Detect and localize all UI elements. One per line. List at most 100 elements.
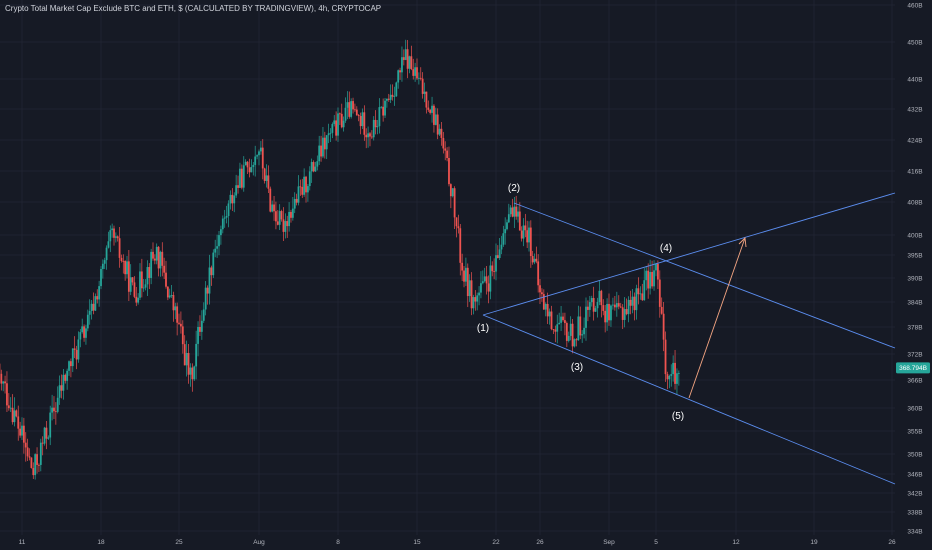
candle-body [511, 207, 514, 217]
candle-body [4, 381, 6, 384]
candle-body [376, 126, 379, 128]
candle-body [200, 320, 203, 332]
candle-body [86, 314, 89, 329]
candle-body [610, 305, 612, 321]
candle-body [258, 151, 260, 156]
trendline-upper-descending[interactable] [513, 202, 896, 349]
candle-body [446, 150, 448, 159]
price-axis[interactable]: 460B 450B 440B 432B 424B 416B 408B 400B 395B 390B… [907, 3, 922, 536]
candle-body [144, 284, 147, 288]
candle-body [436, 114, 439, 135]
time-tick-label: 19 [810, 539, 818, 546]
candle-body [370, 136, 373, 138]
candle-body [560, 316, 562, 323]
candle-body [386, 98, 388, 101]
candle-body [585, 306, 587, 328]
price-tick-label: 432B [907, 107, 922, 114]
candle-body [322, 137, 324, 157]
candle-body [419, 77, 422, 79]
candle-body [189, 367, 192, 375]
price-tick-label: 450B [907, 40, 922, 47]
candle-body [348, 102, 351, 117]
wave-label: (5) [672, 411, 684, 422]
candle-body [590, 298, 593, 303]
price-tick-label: 334B [907, 529, 922, 536]
candle-body [645, 270, 648, 281]
trendline-lower-descending[interactable] [482, 314, 896, 485]
trendline-ascending[interactable] [482, 192, 896, 316]
candle-body [318, 145, 321, 162]
candle-body [180, 323, 182, 327]
candle-body [625, 309, 628, 315]
candle-body [223, 217, 226, 219]
candle-body [406, 49, 409, 69]
candle-body [83, 326, 85, 338]
candle-body [522, 225, 525, 239]
candle-body [651, 271, 653, 287]
candle-body [246, 161, 249, 168]
candle-body [449, 184, 452, 197]
time-tick-label: 11 [19, 539, 26, 546]
candle-body [412, 69, 415, 76]
candle-body [389, 94, 392, 100]
candle-body [361, 112, 364, 127]
candle-body [380, 106, 383, 108]
candle-body [515, 206, 518, 217]
candle-body [369, 133, 371, 137]
candle-body [431, 105, 433, 113]
candle-body [220, 229, 222, 236]
candle-body [248, 167, 251, 173]
time-axis[interactable]: 11 18 25 Aug 8 15 22 26 Sep 5 12 19 26 [19, 539, 896, 546]
projection-arrow-shaft[interactable] [688, 237, 746, 399]
candle-body [150, 251, 153, 278]
candle-body [635, 288, 638, 311]
candle-body [416, 67, 418, 79]
candle-body [672, 362, 675, 375]
candle-body [140, 271, 143, 289]
candle-body [305, 176, 307, 193]
time-tick-label: 8 [336, 539, 340, 546]
candle-body [668, 375, 671, 380]
candle-body [662, 313, 665, 340]
candle-body [107, 241, 110, 248]
candle-body [139, 271, 141, 298]
candle-body [185, 352, 188, 366]
candle-body [506, 222, 508, 230]
candle-body [524, 225, 527, 231]
candle-body [496, 255, 499, 258]
candle-body [137, 297, 140, 303]
last-price-badge [896, 362, 930, 374]
candle-body [235, 185, 238, 196]
candle-body [204, 287, 207, 310]
candle-body [58, 385, 61, 398]
candle-body [216, 246, 218, 249]
candle-body [227, 203, 230, 217]
candle-body [526, 230, 529, 243]
candle-body [323, 137, 326, 150]
candle-body [461, 262, 464, 271]
candle-body [105, 247, 108, 261]
candle-body [427, 107, 430, 110]
candle-body [664, 339, 667, 375]
candle-body [303, 176, 306, 195]
candle-body [579, 316, 582, 336]
price-tick-label: 378B [907, 325, 922, 332]
candle-body [472, 297, 475, 309]
candle-body [197, 326, 199, 344]
candle-body [202, 309, 205, 321]
candle-body [384, 100, 386, 116]
candle-body [288, 211, 290, 227]
candle-body [421, 78, 424, 94]
candle-body [367, 133, 369, 138]
candle-body [9, 407, 12, 409]
price-tick-label: 390B [907, 276, 922, 283]
candle-body [459, 228, 462, 263]
candle-body [544, 303, 547, 310]
candle-body [442, 137, 445, 149]
candle-body [181, 326, 184, 345]
candle-body [440, 128, 443, 138]
candle-body [528, 227, 530, 243]
candle-body [286, 221, 289, 227]
